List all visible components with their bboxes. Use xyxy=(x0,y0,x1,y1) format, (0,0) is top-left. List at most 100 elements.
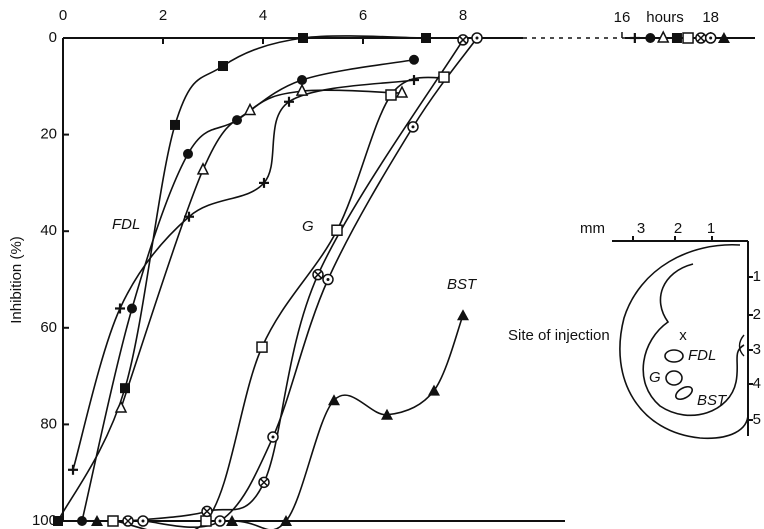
muscle-label: G xyxy=(649,369,661,386)
inset-depth-label: 5 xyxy=(753,411,761,428)
marker-circle-dot xyxy=(472,33,482,43)
fit-curve xyxy=(82,60,414,521)
marker-part xyxy=(645,33,655,43)
marker-part xyxy=(457,309,469,320)
y-tick-label: 20 xyxy=(40,126,57,143)
curve-label: FDL xyxy=(112,216,140,233)
marker-part xyxy=(120,383,130,393)
marker-circle-dot xyxy=(268,432,278,442)
fit-curve xyxy=(128,40,463,521)
marker-part xyxy=(170,120,180,130)
marker-filled-square xyxy=(120,383,130,393)
marker-circle-dot xyxy=(706,33,716,43)
x2-tick-label: 18 xyxy=(702,9,719,26)
muscle-label: BST xyxy=(697,392,728,409)
inset-depth-label: 4 xyxy=(753,375,761,392)
inset-scale-label: 1 xyxy=(707,220,715,237)
x-tick-label: 4 xyxy=(259,7,267,24)
marker-filled-square xyxy=(421,33,431,43)
marker-part xyxy=(328,394,340,405)
fdl-oval xyxy=(665,350,683,362)
marker-part xyxy=(272,435,275,438)
x-tick-label: 6 xyxy=(359,7,367,24)
y-tick-label: 0 xyxy=(49,29,57,46)
marker-circle-cross xyxy=(313,270,323,280)
marker-circle-cross xyxy=(202,506,212,516)
marker-plus xyxy=(409,75,419,85)
marker-plus xyxy=(630,33,640,43)
marker-filled-square xyxy=(298,33,308,43)
bst-oval xyxy=(674,384,695,402)
marker-part xyxy=(127,303,137,313)
marker-part xyxy=(183,149,193,159)
marker-open-triangle xyxy=(116,402,126,412)
curve-label: BST xyxy=(447,276,478,293)
marker-open-triangle xyxy=(198,164,208,174)
fit-curve xyxy=(143,38,477,527)
inset-depth-label: 1 xyxy=(753,268,761,285)
marker-filled-triangle xyxy=(328,394,340,405)
inset-labels: mm 3 2 1 1 2 3 4 5 Site of injection x F… xyxy=(508,220,761,428)
marker-open-triangle xyxy=(245,104,255,114)
marker-part xyxy=(683,33,693,43)
fit-curve xyxy=(121,90,402,408)
marker-part xyxy=(397,87,407,97)
marker-circle-cross xyxy=(259,477,269,487)
marker-filled-square xyxy=(170,120,180,130)
marker-circle-dot xyxy=(323,275,333,285)
marker-open-square xyxy=(386,90,396,100)
marker-open-square xyxy=(201,516,211,526)
marker-part xyxy=(245,104,255,114)
y-tick-label: 40 xyxy=(40,222,57,239)
marker-filled-square xyxy=(672,33,682,43)
marker-part xyxy=(298,33,308,43)
marker-circle-cross xyxy=(123,516,133,526)
marker-part xyxy=(108,516,118,526)
marker-part xyxy=(219,520,222,523)
marker-part xyxy=(53,516,63,526)
x-axis-label: hours xyxy=(646,9,684,26)
marker-circle-dot xyxy=(215,516,225,526)
g-oval xyxy=(666,371,682,385)
marker-open-triangle xyxy=(397,87,407,97)
marker-circle-cross xyxy=(696,33,706,43)
x2-tick-label: 16 xyxy=(614,9,631,26)
marker-filled-circle xyxy=(409,55,419,65)
marker-part xyxy=(428,385,440,396)
marker-part xyxy=(332,225,342,235)
marker-filled-circle xyxy=(127,303,137,313)
inset-depth-label: 3 xyxy=(753,341,761,358)
marker-plus xyxy=(68,465,78,475)
inset-scale-label: 2 xyxy=(674,220,682,237)
marker-filled-square xyxy=(218,61,228,71)
muscle-outline xyxy=(643,264,744,415)
marker-part xyxy=(116,402,126,412)
marker-part xyxy=(142,520,145,523)
x-tick-label: 2 xyxy=(159,7,167,24)
marker-part xyxy=(409,55,419,65)
marker-part xyxy=(201,516,211,526)
marker-open-square xyxy=(683,33,693,43)
marker-part xyxy=(421,33,431,43)
marker-circle-dot xyxy=(408,122,418,132)
marker-open-square xyxy=(257,342,267,352)
marker-part xyxy=(412,125,415,128)
marker-part xyxy=(327,278,330,281)
marker-filled-triangle xyxy=(457,309,469,320)
marker-part xyxy=(386,90,396,100)
y-axis-label: Inhibition (%) xyxy=(8,236,25,324)
inset-scale-unit: mm xyxy=(580,220,605,237)
marker-part xyxy=(476,37,479,40)
marker-part xyxy=(198,164,208,174)
marker-filled-circle xyxy=(183,149,193,159)
inset-scale-label: 3 xyxy=(637,220,645,237)
marker-part xyxy=(439,72,449,82)
y-tick-label: 60 xyxy=(40,319,57,336)
inset-depth-label: 2 xyxy=(753,306,761,323)
x-tick-label: 0 xyxy=(59,7,67,24)
y-tick-label: 80 xyxy=(40,415,57,432)
marker-filled-circle xyxy=(232,115,242,125)
marker-filled-triangle xyxy=(428,385,440,396)
marker-plus xyxy=(115,303,125,313)
injection-mark: x xyxy=(679,327,687,344)
